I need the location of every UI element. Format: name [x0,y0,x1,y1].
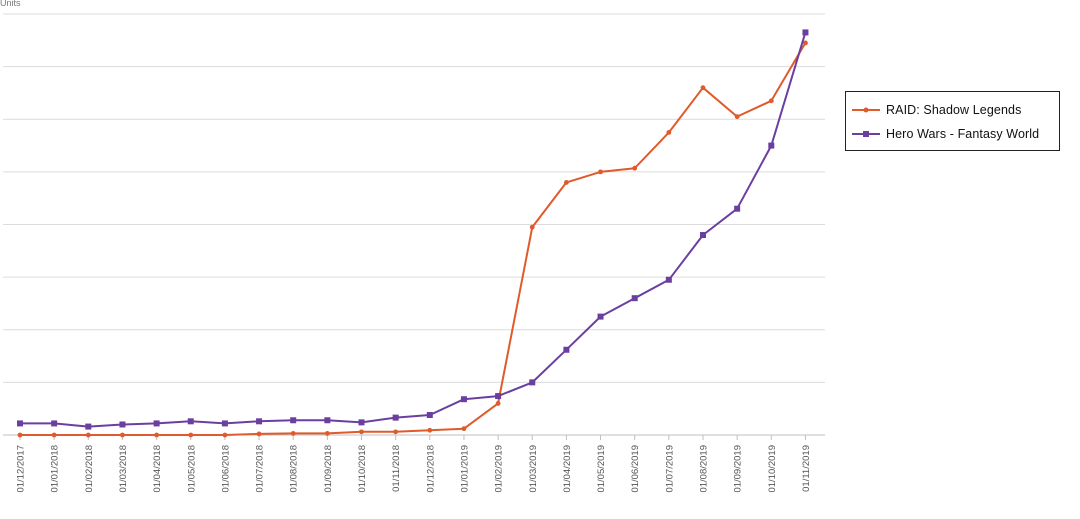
data-point-1 [768,142,775,149]
data-point-1 [665,276,672,283]
data-point-1 [221,420,228,427]
data-point-0 [154,432,160,438]
x-tick-label: 01/12/2018 [425,445,436,493]
x-tick-label: 01/02/2019 [494,445,505,493]
x-tick-label: 01/06/2019 [630,445,641,493]
data-point-0 [427,427,433,433]
legend-raid-label: RAID: Shadow Legends [886,103,1022,117]
x-tick-label: 01/01/2018 [50,445,61,493]
y-axis-label: Units [0,0,21,8]
data-point-0 [120,432,125,438]
legend-hero-wars-label: Hero Wars - Fantasy World [886,127,1040,141]
x-tick-label: 01/02/2018 [84,445,95,493]
data-point-0 [734,114,740,120]
x-tick-label: 01/11/2019 [801,445,812,492]
data-point-0 [632,165,638,171]
data-point-1 [358,419,365,426]
x-tick-label: 01/10/2019 [767,445,778,493]
series-group [17,29,809,438]
series-line-1 [20,32,807,428]
data-point-0 [359,429,364,435]
x-tick-label: 01/08/2019 [699,445,710,493]
data-point-0 [51,432,57,438]
data-point-0 [495,401,501,406]
x-tick-label: 01/09/2018 [323,445,334,493]
data-point-1 [153,420,160,427]
data-point-0 [461,426,467,432]
data-point-0 [768,98,774,104]
data-point-1 [119,421,126,428]
legend-hero-wars-marker-icon [852,131,880,137]
legend-entry-raid: RAID: Shadow Legends [852,101,1021,119]
data-point-0 [700,85,706,91]
x-tick-label: 01/10/2018 [357,445,368,493]
x-tick-label: 01/06/2018 [220,445,231,493]
data-point-1 [631,295,638,302]
x-tick-label: 01/07/2018 [255,445,266,493]
data-point-1 [187,418,194,425]
data-point-0 [324,431,330,436]
data-point-0 [188,432,194,438]
x-tick-label: 01/07/2019 [664,445,675,493]
x-tick-label: 01/08/2018 [289,445,300,493]
x-axis-ticks: 01/12/2017 01/01/2018 01/02/2018 01/03/2018… [16,435,812,493]
data-point-1 [256,418,263,425]
data-point-1 [85,423,92,430]
data-point-0 [393,429,399,435]
data-point-1 [17,420,23,427]
legend-entry-hero-wars: Hero Wars - Fantasy World [852,125,1039,143]
data-point-1 [597,313,604,320]
x-tick-label: 01/03/2019 [528,445,539,493]
x-tick-label: 01/03/2018 [118,445,129,493]
data-point-1 [392,414,399,421]
data-point-0 [17,432,23,438]
data-point-0 [803,40,808,46]
x-tick-label: 01/11/2018 [391,445,402,492]
data-point-0 [290,431,296,436]
data-point-1 [802,29,809,36]
data-point-1 [700,232,706,239]
data-point-0 [256,431,262,437]
x-tick-label: 01/09/2019 [733,445,744,493]
data-point-0 [666,130,672,135]
legend: RAID: Shadow Legends Hero Wars - Fantasy… [845,91,1060,151]
x-tick-label: 01/01/2019 [459,445,470,493]
data-point-1 [734,205,741,212]
x-tick-label: 01/04/2018 [152,445,163,493]
data-point-0 [529,224,535,230]
data-point-0 [85,432,91,438]
data-point-1 [563,346,570,353]
data-point-1 [426,412,433,419]
data-point-0 [598,169,603,175]
x-tick-label: 01/12/2017 [16,445,27,493]
x-tick-label: 01/05/2018 [186,445,197,493]
data-point-1 [460,396,467,403]
data-point-1 [529,379,536,386]
data-point-0 [564,180,569,185]
x-tick-label: 01/05/2019 [596,445,607,493]
data-point-1 [495,393,502,400]
data-point-1 [51,420,58,427]
grid-lines [3,13,825,436]
legend-raid-marker-icon [852,107,880,113]
data-point-0 [222,432,228,438]
series-line-0 [20,42,807,436]
data-point-1 [290,417,297,424]
data-point-1 [324,417,331,424]
x-tick-label: 01/04/2019 [562,445,573,493]
